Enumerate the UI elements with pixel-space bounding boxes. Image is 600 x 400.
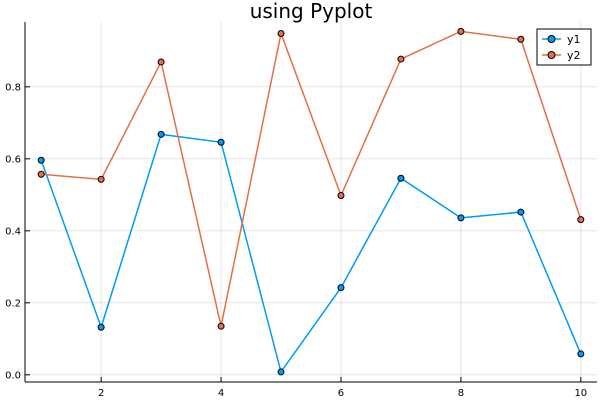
data-point-y2 <box>397 55 405 63</box>
series-layer <box>37 27 585 376</box>
data-point-y2 <box>457 27 465 35</box>
grid <box>25 22 597 382</box>
data-point-y1 <box>457 214 465 222</box>
y-tick-label: 0.0 <box>5 370 21 381</box>
chart-title: using Pyplot <box>250 0 373 23</box>
data-point-y1 <box>577 350 585 358</box>
legend-marker-y2 <box>547 51 556 59</box>
data-point-y2 <box>277 30 285 38</box>
data-point-y1 <box>277 368 285 376</box>
data-point-y2 <box>517 35 525 43</box>
y-tick-label: 0.6 <box>5 154 21 165</box>
data-point-y1 <box>517 208 525 216</box>
data-point-y2 <box>37 170 45 178</box>
data-point-y1 <box>97 323 105 331</box>
x-tick-label: 2 <box>98 388 104 399</box>
data-point-y1 <box>337 284 345 292</box>
data-point-y2 <box>337 192 345 200</box>
x-tick-label: 10 <box>574 388 587 399</box>
data-point-y1 <box>37 156 45 164</box>
legend-label-y2: y2 <box>567 49 581 62</box>
data-point-y1 <box>157 130 165 138</box>
data-point-y2 <box>97 175 105 183</box>
data-point-y1 <box>397 174 405 182</box>
series-y2 <box>37 27 585 330</box>
legend-box <box>536 28 592 66</box>
series-line-y1 <box>40 133 582 374</box>
series-line-y2 <box>41 30 582 327</box>
data-point-y2 <box>577 216 585 224</box>
axes: 2 4 6 8 10 0.0 0.2 0.4 0.6 0.8 <box>5 22 597 399</box>
series-y1 <box>37 130 585 376</box>
y-tick-label: 0.8 <box>5 82 21 93</box>
x-tick-label: 8 <box>458 388 464 399</box>
data-point-y2 <box>157 58 165 66</box>
legend-marker-y1 <box>547 35 556 43</box>
y-tick-label: 0.4 <box>5 226 21 237</box>
y-tick-label: 0.2 <box>5 298 21 309</box>
x-tick-label: 4 <box>218 388 224 399</box>
x-tick-label: 6 <box>338 388 344 399</box>
data-point-y2 <box>217 322 225 330</box>
legend-label-y1: y1 <box>567 33 581 46</box>
data-point-y1 <box>217 138 225 146</box>
